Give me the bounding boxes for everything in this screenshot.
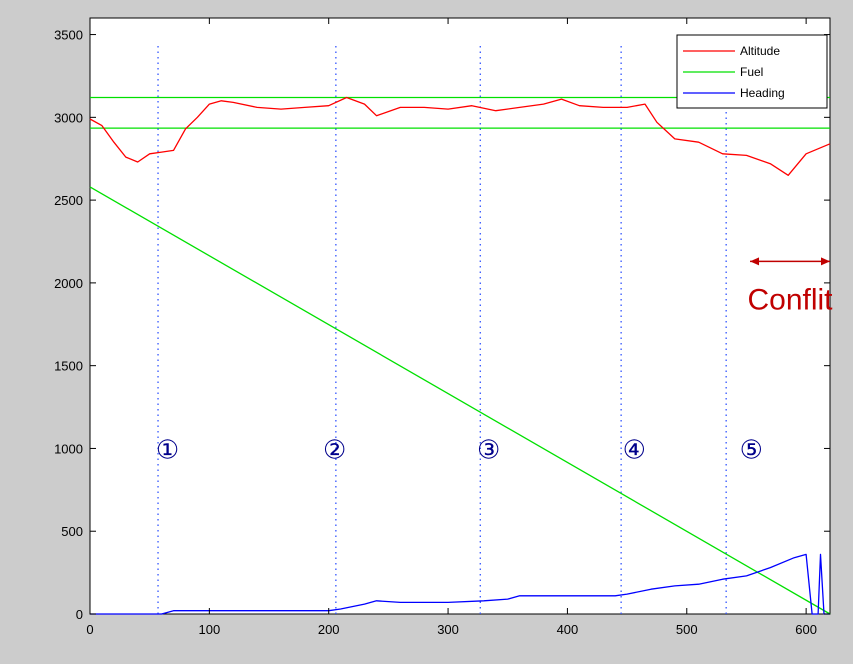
series-line-altitude bbox=[89, 96, 831, 176]
y-tick-label: 2000 bbox=[54, 276, 83, 291]
phase-marker-label-1: ① bbox=[156, 434, 179, 464]
series-line-fuel bbox=[89, 186, 831, 615]
conflict-arrowhead-right bbox=[821, 257, 830, 266]
phase-marker-label-5: ⑤ bbox=[740, 434, 763, 464]
series-line-heading bbox=[90, 553, 830, 615]
y-tick-label: 1000 bbox=[54, 441, 83, 456]
y-tick-label: 500 bbox=[61, 524, 83, 539]
conflict-arrowhead-left bbox=[750, 257, 760, 266]
x-tick-label: 500 bbox=[676, 622, 698, 637]
legend-label-fuel: Fuel bbox=[740, 65, 763, 79]
legend-label-altitude: Altitude bbox=[740, 44, 780, 58]
y-tick-label: 0 bbox=[76, 607, 83, 622]
conflict-label: Conflit bbox=[747, 283, 833, 316]
x-tick-label: 400 bbox=[557, 622, 579, 637]
axes-background bbox=[89, 17, 831, 615]
y-tick-label: 2500 bbox=[54, 193, 83, 208]
y-tick-label: 3500 bbox=[54, 28, 83, 43]
x-tick-label: 600 bbox=[795, 622, 817, 637]
phase-marker-label-3: ③ bbox=[477, 434, 500, 464]
phase-marker-label-2: ② bbox=[323, 434, 346, 464]
marker-labels: ① ② ③ ④ ⑤ bbox=[156, 434, 763, 464]
y-tick-label: 1500 bbox=[54, 359, 83, 374]
axis-ticks: 0 100 200 300 400 500 600 0 500 1000 1500 2000 2500 3… bbox=[54, 18, 830, 637]
x-tick-label: 100 bbox=[199, 622, 221, 637]
x-tick-label: 300 bbox=[437, 622, 459, 637]
phase-marker-label-4: ④ bbox=[623, 434, 646, 464]
series-group bbox=[89, 96, 831, 615]
conflict-annotation: Conflit bbox=[747, 257, 833, 316]
x-tick-label: 0 bbox=[86, 622, 93, 637]
x-tick-label: 200 bbox=[318, 622, 340, 637]
legend: Altitude Fuel Heading bbox=[676, 34, 828, 109]
reference-lines bbox=[90, 46, 830, 614]
y-tick-label: 3000 bbox=[54, 110, 83, 125]
legend-label-heading: Heading bbox=[740, 86, 785, 100]
